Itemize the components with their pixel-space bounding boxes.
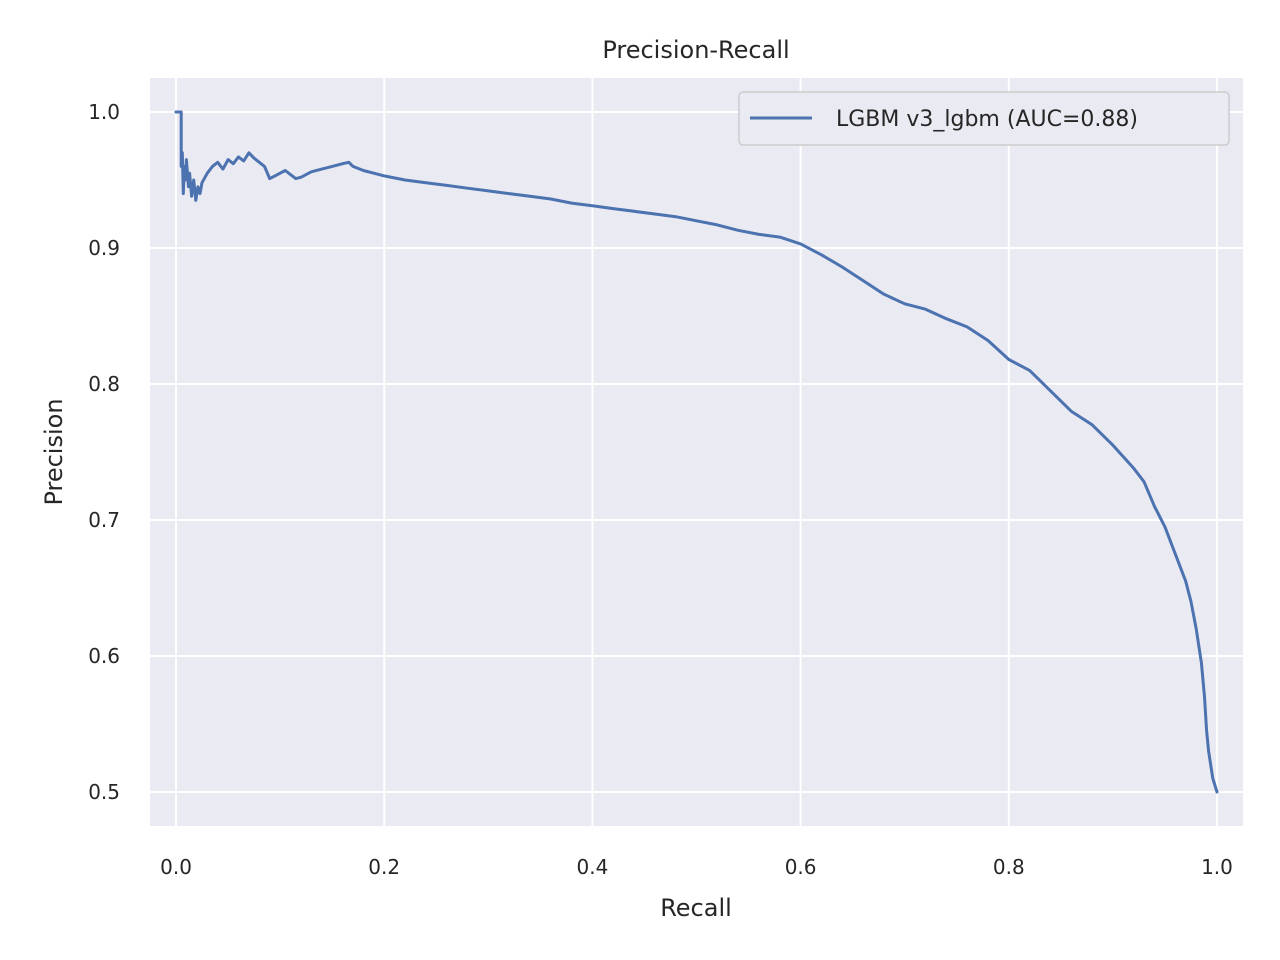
y-axis-ticks: 0.5 0.6 0.7 0.8 0.9 1.0 [88, 100, 120, 804]
y-axis-title: Precision [40, 398, 68, 505]
legend-box [738, 91, 1230, 146]
series-line-0 [174, 110, 1219, 794]
x-tick-label: 0.4 [576, 855, 608, 879]
x-tick-label: 0.0 [160, 855, 192, 879]
x-tick-label: 0.2 [368, 855, 400, 879]
x-tick-label: 0.8 [993, 855, 1025, 879]
x-axis-title: Recall [660, 894, 732, 922]
legend: LGBM v3_lgbm (AUC=0.88) [738, 91, 1230, 146]
y-tick-label: 0.7 [88, 508, 120, 532]
x-tick-label: 1.0 [1201, 855, 1233, 879]
series-layer [174, 110, 1219, 794]
plot-area [150, 78, 1243, 826]
y-tick-label: 0.8 [88, 372, 120, 396]
grid-lines [150, 78, 1243, 826]
y-tick-label: 0.6 [88, 644, 120, 668]
y-tick-label: 0.5 [88, 780, 120, 804]
legend-label: LGBM v3_lgbm (AUC=0.88) [836, 107, 1138, 132]
x-axis-ticks: 0.0 0.2 0.4 0.6 0.8 1.0 [160, 855, 1233, 879]
y-tick-label: 1.0 [88, 100, 120, 124]
x-tick-label: 0.6 [785, 855, 817, 879]
chart-title: Precision-Recall [602, 36, 789, 64]
y-tick-label: 0.9 [88, 236, 120, 260]
